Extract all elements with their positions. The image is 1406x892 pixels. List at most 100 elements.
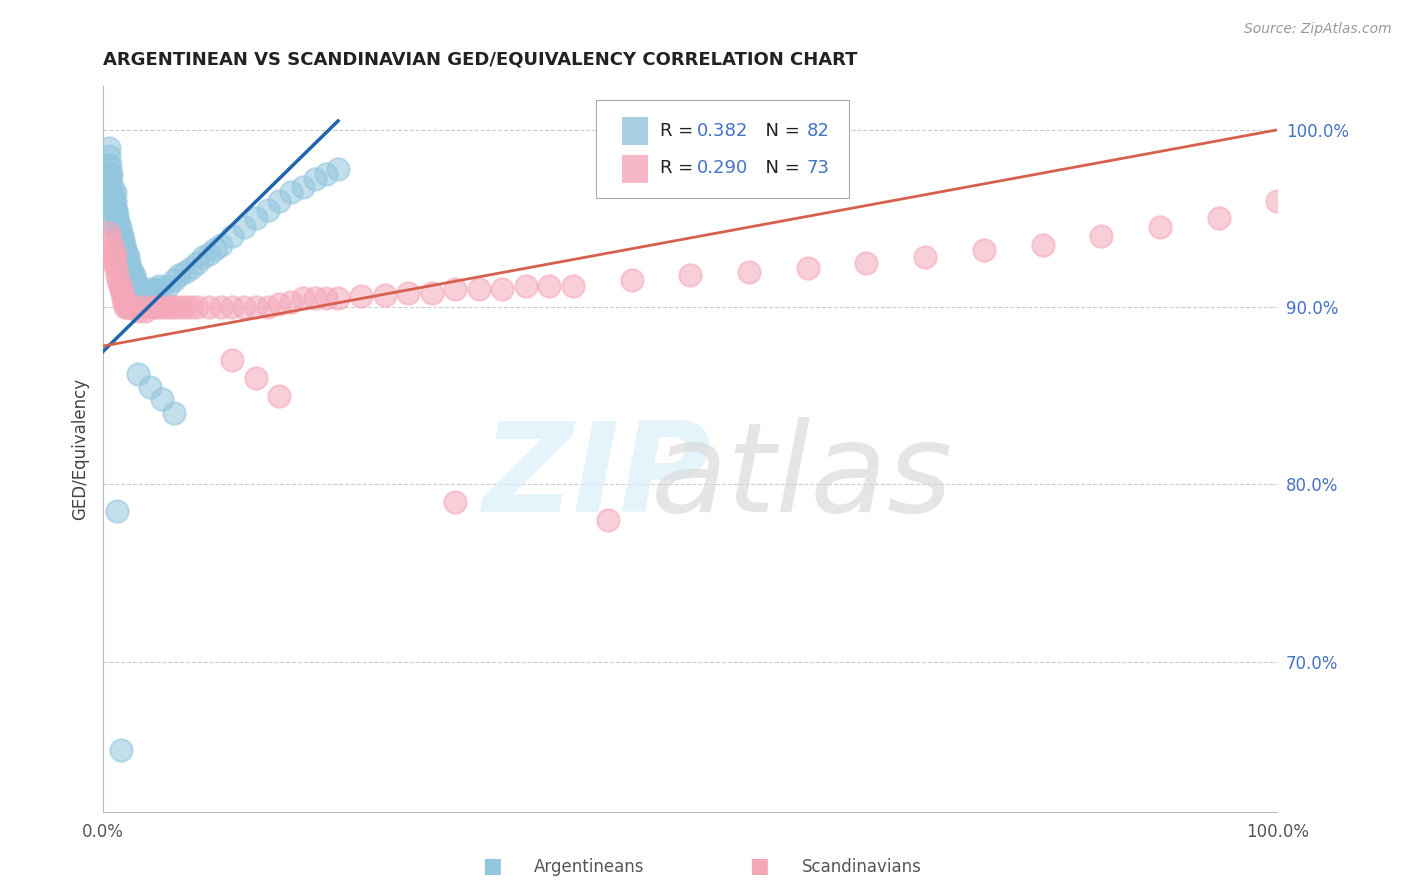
Point [108, 229, 131, 244]
Point [169, 300, 191, 314]
Point [129, 282, 152, 296]
Point [108, 220, 131, 235]
Point [150, 282, 173, 296]
Text: ZIP: ZIP [482, 417, 711, 539]
Point [315, 291, 337, 305]
Point [180, 261, 202, 276]
Point [245, 211, 267, 226]
Point [796, 261, 818, 276]
Point [127, 303, 149, 318]
Point [315, 167, 337, 181]
Point [98, 158, 121, 172]
Point [186, 256, 208, 270]
Point [150, 392, 173, 407]
Point [598, 513, 620, 527]
Point [143, 300, 166, 314]
Point [104, 202, 127, 217]
Point [103, 256, 125, 270]
Point [104, 185, 127, 199]
Point [204, 242, 226, 256]
Point [444, 495, 467, 509]
Point [122, 268, 145, 282]
Point [98, 226, 121, 240]
Point [96, 167, 118, 181]
Point [209, 238, 232, 252]
Point [256, 202, 278, 217]
Point [245, 300, 267, 314]
Text: atlas: atlas [651, 417, 953, 539]
Text: R =: R = [659, 160, 699, 178]
Point [914, 251, 936, 265]
Text: Scandinavians: Scandinavians [801, 858, 921, 876]
Point [125, 300, 148, 314]
Point [134, 303, 156, 318]
Point [111, 238, 134, 252]
Point [131, 300, 153, 314]
Point [112, 294, 135, 309]
Point [110, 235, 132, 249]
Point [256, 300, 278, 314]
Point [105, 220, 128, 235]
Point [157, 300, 180, 314]
Point [114, 244, 136, 258]
Text: ■: ■ [482, 856, 502, 876]
Text: ■: ■ [749, 856, 769, 876]
Point [169, 268, 191, 282]
Text: ARGENTINEAN VS SCANDINAVIAN GED/EQUIVALENCY CORRELATION CHART: ARGENTINEAN VS SCANDINAVIAN GED/EQUIVALE… [103, 51, 858, 69]
Point [326, 291, 349, 305]
Point [118, 300, 141, 314]
Point [105, 211, 128, 226]
Point [98, 140, 121, 154]
Point [291, 291, 314, 305]
Point [148, 300, 170, 314]
Point [98, 176, 121, 190]
Point [105, 261, 128, 276]
Point [105, 504, 128, 518]
Point [139, 380, 162, 394]
Point [148, 278, 170, 293]
Point [115, 256, 138, 270]
Point [104, 211, 127, 226]
Point [1149, 220, 1171, 235]
Point [350, 289, 373, 303]
Point [100, 167, 122, 181]
Point [120, 261, 142, 276]
Point [121, 300, 143, 314]
Point [108, 278, 131, 293]
Bar [623, 155, 648, 183]
Point [304, 291, 326, 305]
Point [973, 244, 995, 258]
Point [105, 224, 128, 238]
Point [110, 282, 132, 296]
Point [221, 353, 243, 368]
Point [269, 389, 291, 403]
Point [174, 265, 197, 279]
Point [103, 202, 125, 217]
Point [98, 233, 121, 247]
Point [105, 202, 128, 217]
Point [111, 229, 134, 244]
Text: R =: R = [659, 121, 699, 140]
Point [136, 289, 159, 303]
Point [186, 300, 208, 314]
Point [115, 300, 138, 314]
Point [468, 282, 491, 296]
Point [100, 238, 122, 252]
Point [374, 287, 396, 301]
Point [162, 300, 184, 314]
Point [107, 215, 129, 229]
Point [180, 300, 202, 314]
Point [134, 285, 156, 300]
Point [233, 300, 256, 314]
Text: Argentineans: Argentineans [534, 858, 645, 876]
Point [1032, 238, 1054, 252]
Point [561, 278, 583, 293]
Point [291, 179, 314, 194]
Text: 0.290: 0.290 [697, 160, 748, 178]
Point [115, 247, 138, 261]
Point [269, 194, 291, 208]
Point [174, 300, 197, 314]
Point [162, 406, 184, 420]
Point [221, 300, 243, 314]
Point [112, 291, 135, 305]
